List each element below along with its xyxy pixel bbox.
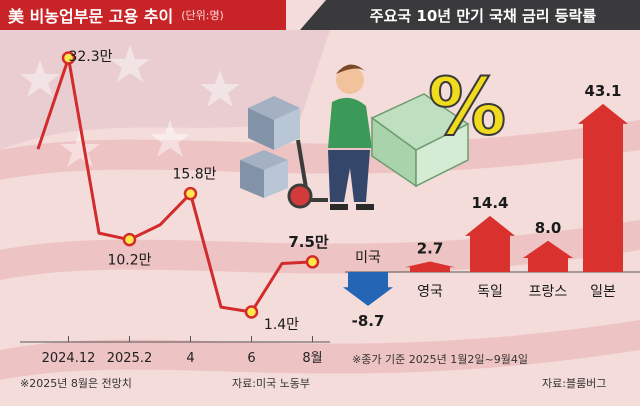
- left-chart-title: 美 비농업부문 고용 추이: [8, 7, 174, 26]
- data-label: 15.8만: [172, 167, 216, 183]
- value-label: -8.7: [352, 312, 385, 330]
- data-point: [183, 186, 198, 201]
- data-label: 7.5만: [288, 233, 329, 251]
- arrow-bar: [523, 240, 573, 272]
- series-line: [36, 56, 313, 314]
- money-bundle-icon: [370, 93, 470, 188]
- data-point: [122, 232, 137, 247]
- data-points: [61, 51, 320, 319]
- data-point: [61, 51, 76, 65]
- value-label: 2.7: [417, 239, 444, 257]
- arrow-bar: [343, 272, 393, 306]
- category-label: 일본: [590, 284, 616, 300]
- right-source: 자료:블룸버그: [542, 377, 607, 390]
- star-shapes: [20, 45, 240, 167]
- left-source: 자료:미국 노동부: [232, 377, 311, 390]
- arrow-labels: -8.7 미국 2.7 영국 14.4 독일 8.0 프랑스 43.1 일본: [352, 82, 622, 330]
- basis-note: ※종가 기준 2025년 1월2일~9월4일: [352, 353, 528, 366]
- data-label: 10.2만: [107, 253, 151, 269]
- arrow-bar: [405, 261, 455, 272]
- x-tick-label: 8월: [302, 351, 322, 366]
- worker-icon: [328, 64, 374, 210]
- hand-truck-icon: [287, 139, 328, 209]
- title-notch: [300, 0, 326, 30]
- arrow-bar: [578, 103, 628, 272]
- left-chart-title-bar: 美 비농업부문 고용 추이 (단위:명): [0, 0, 286, 30]
- x-tick-label: 2025.2: [107, 351, 153, 366]
- category-label: 프랑스: [529, 284, 568, 300]
- arrow-bar: [465, 215, 515, 272]
- category-label: 독일: [477, 284, 503, 300]
- right-chart-title: 주요국 10년 만기 국채 금리 등락률: [369, 6, 597, 25]
- value-label: 8.0: [535, 219, 562, 237]
- x-tick-label: 4: [186, 351, 194, 366]
- left-chart-unit: (단위:명): [181, 9, 224, 22]
- value-label: 43.1: [584, 82, 621, 100]
- right-chart-title-bar: 주요국 10년 만기 국채 금리 등락률: [326, 0, 640, 30]
- category-label: 미국: [355, 250, 381, 266]
- boxes-icon: [240, 96, 300, 198]
- x-tick-label: 6: [247, 351, 255, 366]
- estimate-note: ※2025년 8월은 전망치: [20, 377, 132, 390]
- data-point: [305, 255, 320, 269]
- data-label: 1.4만: [264, 317, 299, 333]
- data-label: 32.3만: [68, 49, 112, 65]
- percent-symbol: %: [428, 63, 506, 153]
- x-ticks: 2024.12 2025.2 4 6 8월: [42, 336, 323, 366]
- x-tick-label: 2024.12: [42, 351, 96, 366]
- value-label: 14.4: [471, 194, 508, 212]
- data-labels: 32.3만 10.2만 15.8만 1.4만 7.5만: [68, 49, 328, 333]
- category-label: 영국: [417, 284, 443, 300]
- data-point: [244, 305, 259, 319]
- arrows: [343, 103, 628, 306]
